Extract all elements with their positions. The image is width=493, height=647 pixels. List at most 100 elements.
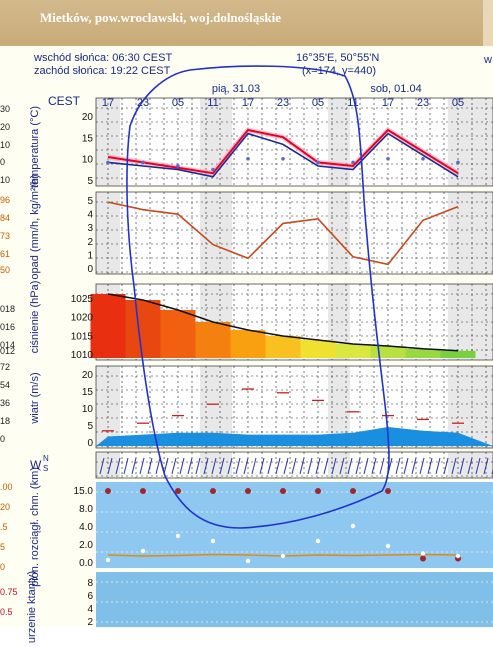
night-band — [200, 452, 232, 478]
wind-arrow — [107, 457, 113, 475]
wind-arrow — [379, 457, 385, 475]
wind-arrow — [299, 457, 305, 475]
hour-label: 05 — [452, 97, 464, 109]
pressure-column — [335, 344, 371, 358]
tick-label: 15 — [82, 133, 94, 144]
wind-arrow — [403, 457, 409, 475]
page-title: Mietków, pow.wrocławski, woj.dolnośląski… — [40, 10, 282, 25]
hour-label: 05 — [312, 97, 324, 109]
wind-arrow — [179, 457, 185, 475]
tick-label: 8.0 — [79, 504, 93, 515]
left-num: 50 — [0, 265, 11, 275]
wind-arrow — [411, 457, 417, 475]
cloud-top-point — [105, 488, 111, 494]
dewpoint-point — [106, 160, 110, 165]
tick-label: 2.0 — [79, 540, 93, 551]
dewpoint-point — [281, 157, 285, 161]
pressure-column — [265, 336, 301, 358]
pressure-column — [230, 330, 266, 358]
cloud-base-point — [175, 533, 181, 539]
pressure-columns — [90, 294, 476, 358]
wind-arrow — [475, 457, 481, 475]
wind-arrow — [427, 457, 433, 475]
wind-arrow — [139, 457, 145, 475]
wind-gust-dashes — [102, 388, 464, 432]
wind-arrow — [307, 457, 313, 475]
tick-label: 2 — [87, 617, 93, 627]
left-num: 10 — [0, 175, 11, 185]
temperature-panel: 20 15 10 5 — [82, 112, 460, 187]
day-label: sob, 01.04 — [370, 83, 421, 95]
day-label: pią, 31.03 — [212, 83, 260, 95]
precip-line — [107, 201, 459, 266]
wind-arrow — [203, 457, 209, 475]
hour-label: 17 — [102, 97, 114, 109]
pressure-column — [300, 340, 336, 358]
left-num: 0 — [0, 562, 6, 572]
left-num: 012 — [0, 346, 16, 356]
left-num: 72 — [0, 362, 11, 372]
tick-label: 1025 — [71, 294, 94, 305]
night-band — [200, 192, 232, 274]
hour-label: 11 — [207, 97, 218, 109]
tick-label: 0 — [87, 264, 93, 275]
cloud-top-point — [350, 488, 356, 494]
grid-text: (x=174, y=440) — [302, 65, 376, 77]
cloud-base-point — [455, 553, 461, 559]
wind-arrow — [267, 457, 273, 475]
hour-label: 17 — [242, 97, 254, 109]
panel-background — [96, 192, 493, 274]
wind-arrow — [227, 457, 233, 475]
left-num: 016 — [0, 322, 16, 332]
pressure-column — [160, 310, 196, 358]
left-num: 10 — [0, 140, 11, 150]
hour-label: 23 — [277, 97, 289, 109]
title-banner: Mietków, pow.wrocławski, woj.dolnośląski… — [0, 0, 493, 46]
left-num: 96 — [0, 195, 11, 205]
wind-ticks: 20 15 10 5 0 — [82, 370, 94, 449]
panel-frame — [95, 97, 493, 187]
wind-arrow — [443, 457, 449, 475]
tick-label: 1015 — [71, 331, 94, 342]
tick-label: 3 — [87, 223, 93, 234]
left-num: 20 — [0, 122, 11, 132]
meteogram-page: wschód słońca: 06:30 CEST zachód słońca:… — [0, 46, 493, 643]
right-edge-mark: w — [484, 54, 492, 66]
tick-label: 4 — [87, 604, 93, 615]
night-band — [328, 192, 350, 274]
wind-arrow — [371, 457, 377, 475]
cloud-base-point — [245, 558, 251, 564]
panel-frame — [95, 191, 493, 275]
dewpoint-point — [456, 160, 460, 165]
sunrise-text: wschód słońca: 06:30 CEST — [34, 52, 173, 64]
wind-arrow — [315, 457, 321, 475]
wind-arrow — [155, 457, 161, 475]
panel-background — [96, 572, 493, 627]
visibility-panel: 15.0 8.0 4.0 2.0 0.0 — [74, 486, 461, 569]
cloud-top-point — [315, 488, 321, 494]
wind-arrow — [459, 457, 465, 475]
tick-label: 4.0 — [79, 522, 93, 533]
cloud-base-point — [385, 543, 391, 549]
pressure-column — [405, 348, 441, 358]
cloud-base-point — [280, 553, 286, 559]
tick-label: 8 — [87, 578, 93, 589]
wind-arrow — [131, 457, 137, 475]
visibility-points — [105, 488, 461, 564]
pressure-column — [440, 350, 476, 358]
pressure-ticks: 1025 1020 1015 1010 — [71, 294, 94, 361]
compass-s: S — [43, 464, 49, 473]
wind-arrow — [123, 457, 129, 475]
wind-arrow — [419, 457, 425, 475]
wind-arrow — [235, 457, 241, 475]
left-num: 20 — [0, 502, 11, 512]
wind-arrow — [259, 457, 265, 475]
banner-edge — [483, 0, 493, 46]
wind-arrow — [483, 457, 489, 475]
tick-label: 2 — [87, 237, 93, 248]
tick-label: 5 — [87, 196, 93, 207]
left-num: 73 — [0, 231, 11, 241]
left-num: 0 — [0, 157, 6, 167]
dewpoint-point — [246, 157, 250, 161]
